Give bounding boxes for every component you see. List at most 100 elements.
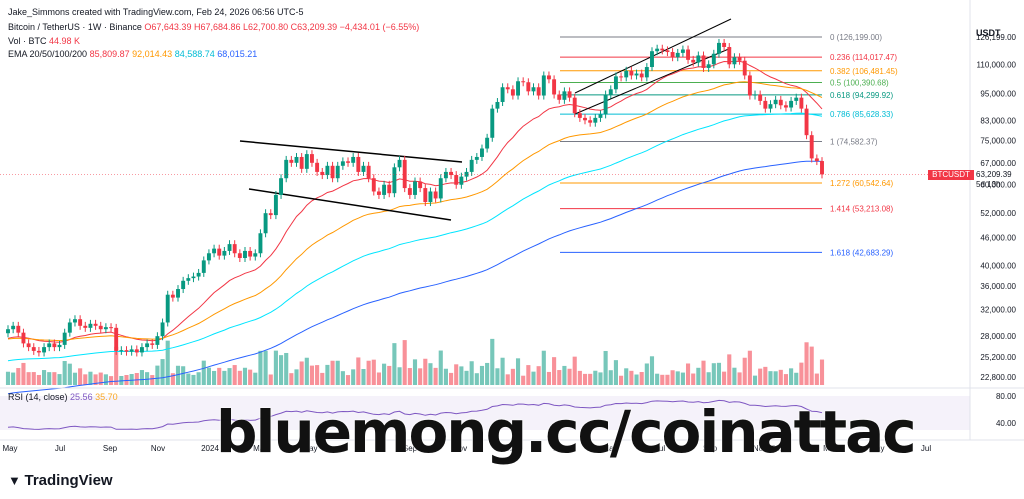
time-tick-label: Jul bbox=[655, 444, 665, 453]
price-tick-label: 67,000.00 bbox=[980, 159, 1016, 168]
time-tick-label: Nov bbox=[151, 444, 165, 453]
volume-bar bbox=[315, 365, 320, 385]
candle-body bbox=[722, 42, 727, 48]
candle-body bbox=[26, 343, 31, 348]
candle-body bbox=[11, 325, 16, 330]
volume-legend[interactable]: Vol · BTC 44.98 K bbox=[8, 36, 80, 47]
volume-bar bbox=[685, 363, 691, 385]
time-tick-label: Sep bbox=[103, 444, 118, 453]
volume-bar bbox=[634, 374, 639, 385]
symbol-title[interactable]: Bitcoin / TetherUS · 1W · Binance bbox=[8, 22, 142, 32]
volume-bar bbox=[201, 360, 206, 385]
volume-bar bbox=[593, 370, 598, 385]
volume-bar bbox=[26, 372, 31, 385]
candle-body bbox=[248, 250, 253, 257]
candle-body bbox=[794, 97, 799, 101]
candle-body bbox=[299, 156, 304, 169]
volume-bar bbox=[232, 365, 237, 385]
volume-bar bbox=[521, 375, 526, 385]
candle-body bbox=[73, 319, 77, 323]
rsi-legend[interactable]: RSI (14, close) 25.56 35.70 bbox=[8, 392, 118, 403]
volume-bar bbox=[701, 360, 706, 385]
candle-body bbox=[413, 181, 417, 195]
candle-body bbox=[783, 105, 788, 108]
low-value: L62,700.80 bbox=[243, 22, 289, 32]
volume-bar bbox=[67, 363, 72, 385]
volume-bar bbox=[175, 365, 181, 385]
volume-bar bbox=[758, 368, 763, 385]
candle-body bbox=[773, 99, 778, 105]
candle-body bbox=[279, 178, 284, 195]
candle-body bbox=[459, 176, 464, 185]
volume-bar bbox=[711, 363, 716, 385]
candle-body bbox=[356, 156, 361, 172]
volume-bar bbox=[639, 371, 644, 385]
trend-line bbox=[239, 140, 463, 163]
volume-bar bbox=[83, 374, 88, 385]
candle-body bbox=[768, 104, 773, 109]
rsi-ma-value: 35.70 bbox=[95, 392, 118, 402]
candle-body bbox=[407, 188, 412, 195]
volume-bar bbox=[423, 358, 428, 385]
tradingview-footer[interactable]: ▼ TradingView bbox=[8, 472, 113, 489]
time-tick-label: 2025 bbox=[501, 444, 519, 453]
time-tick-label: Jul bbox=[921, 444, 931, 453]
candle-body bbox=[696, 55, 701, 63]
volume-bar bbox=[665, 374, 670, 385]
volume-bar bbox=[335, 360, 340, 385]
volume-bar bbox=[675, 371, 680, 385]
candle-body bbox=[546, 75, 551, 80]
symbol-price-tag: BTCUSDT bbox=[928, 170, 974, 180]
candle-body bbox=[516, 81, 520, 96]
volume-bar bbox=[129, 374, 134, 385]
candle-body bbox=[655, 48, 660, 52]
candle-body bbox=[335, 165, 340, 179]
fib-level-label: 0.5 (100,390.68) bbox=[830, 78, 889, 87]
candle-body bbox=[619, 76, 624, 78]
candle-body bbox=[650, 51, 654, 68]
candle-body bbox=[340, 161, 345, 166]
candle-body bbox=[438, 178, 443, 199]
volume-bar bbox=[376, 372, 381, 385]
ema-20-line bbox=[7, 60, 823, 343]
volume-bar bbox=[536, 366, 541, 385]
candle-body bbox=[490, 108, 495, 138]
price-tick-label: 95,000.00 bbox=[980, 89, 1016, 98]
volume-bar bbox=[624, 368, 629, 385]
price-tick-label: 28,000.00 bbox=[980, 332, 1016, 341]
ema-legend[interactable]: EMA 20/50/100/200 85,809.87 92,014.43 84… bbox=[8, 49, 257, 60]
volume-bar bbox=[253, 372, 258, 385]
currency-unit-label: USDT bbox=[976, 28, 1001, 38]
candle-body bbox=[567, 91, 572, 98]
candle-body bbox=[809, 135, 814, 159]
ema20-value: 85,809.87 bbox=[89, 49, 130, 59]
volume-bar bbox=[402, 340, 407, 385]
candles bbox=[6, 38, 824, 357]
candle-body bbox=[36, 350, 41, 353]
candle-body bbox=[155, 336, 160, 345]
candle-body bbox=[644, 67, 649, 78]
volume-bar bbox=[340, 371, 345, 385]
volume-bar bbox=[464, 370, 469, 385]
close-value: C63,209.39 bbox=[290, 22, 338, 32]
volume-bar bbox=[773, 371, 778, 385]
candle-body bbox=[799, 97, 804, 109]
volume-bar bbox=[289, 373, 294, 385]
volume-bar bbox=[325, 364, 330, 385]
ohlc-legend[interactable]: Bitcoin / TetherUS · 1W · Binance O67,64… bbox=[8, 22, 419, 33]
volume-bar bbox=[557, 370, 562, 385]
ema100-value: 84,588.74 bbox=[174, 49, 215, 59]
candle-body bbox=[196, 272, 201, 277]
volume-bar bbox=[134, 372, 139, 385]
created-by-text: Jake_Simmons created with TradingView.co… bbox=[8, 7, 304, 17]
time-tick-label: May bbox=[302, 444, 317, 453]
volume-bar bbox=[660, 374, 665, 385]
volume-bar bbox=[768, 371, 773, 385]
volume-bar bbox=[490, 338, 495, 385]
candle-body bbox=[263, 213, 268, 234]
price-tick-label: 22,800.00 bbox=[980, 373, 1016, 382]
rsi-value: 25.56 bbox=[70, 392, 93, 402]
volume-bar bbox=[150, 375, 155, 385]
volume-bar bbox=[72, 372, 78, 385]
